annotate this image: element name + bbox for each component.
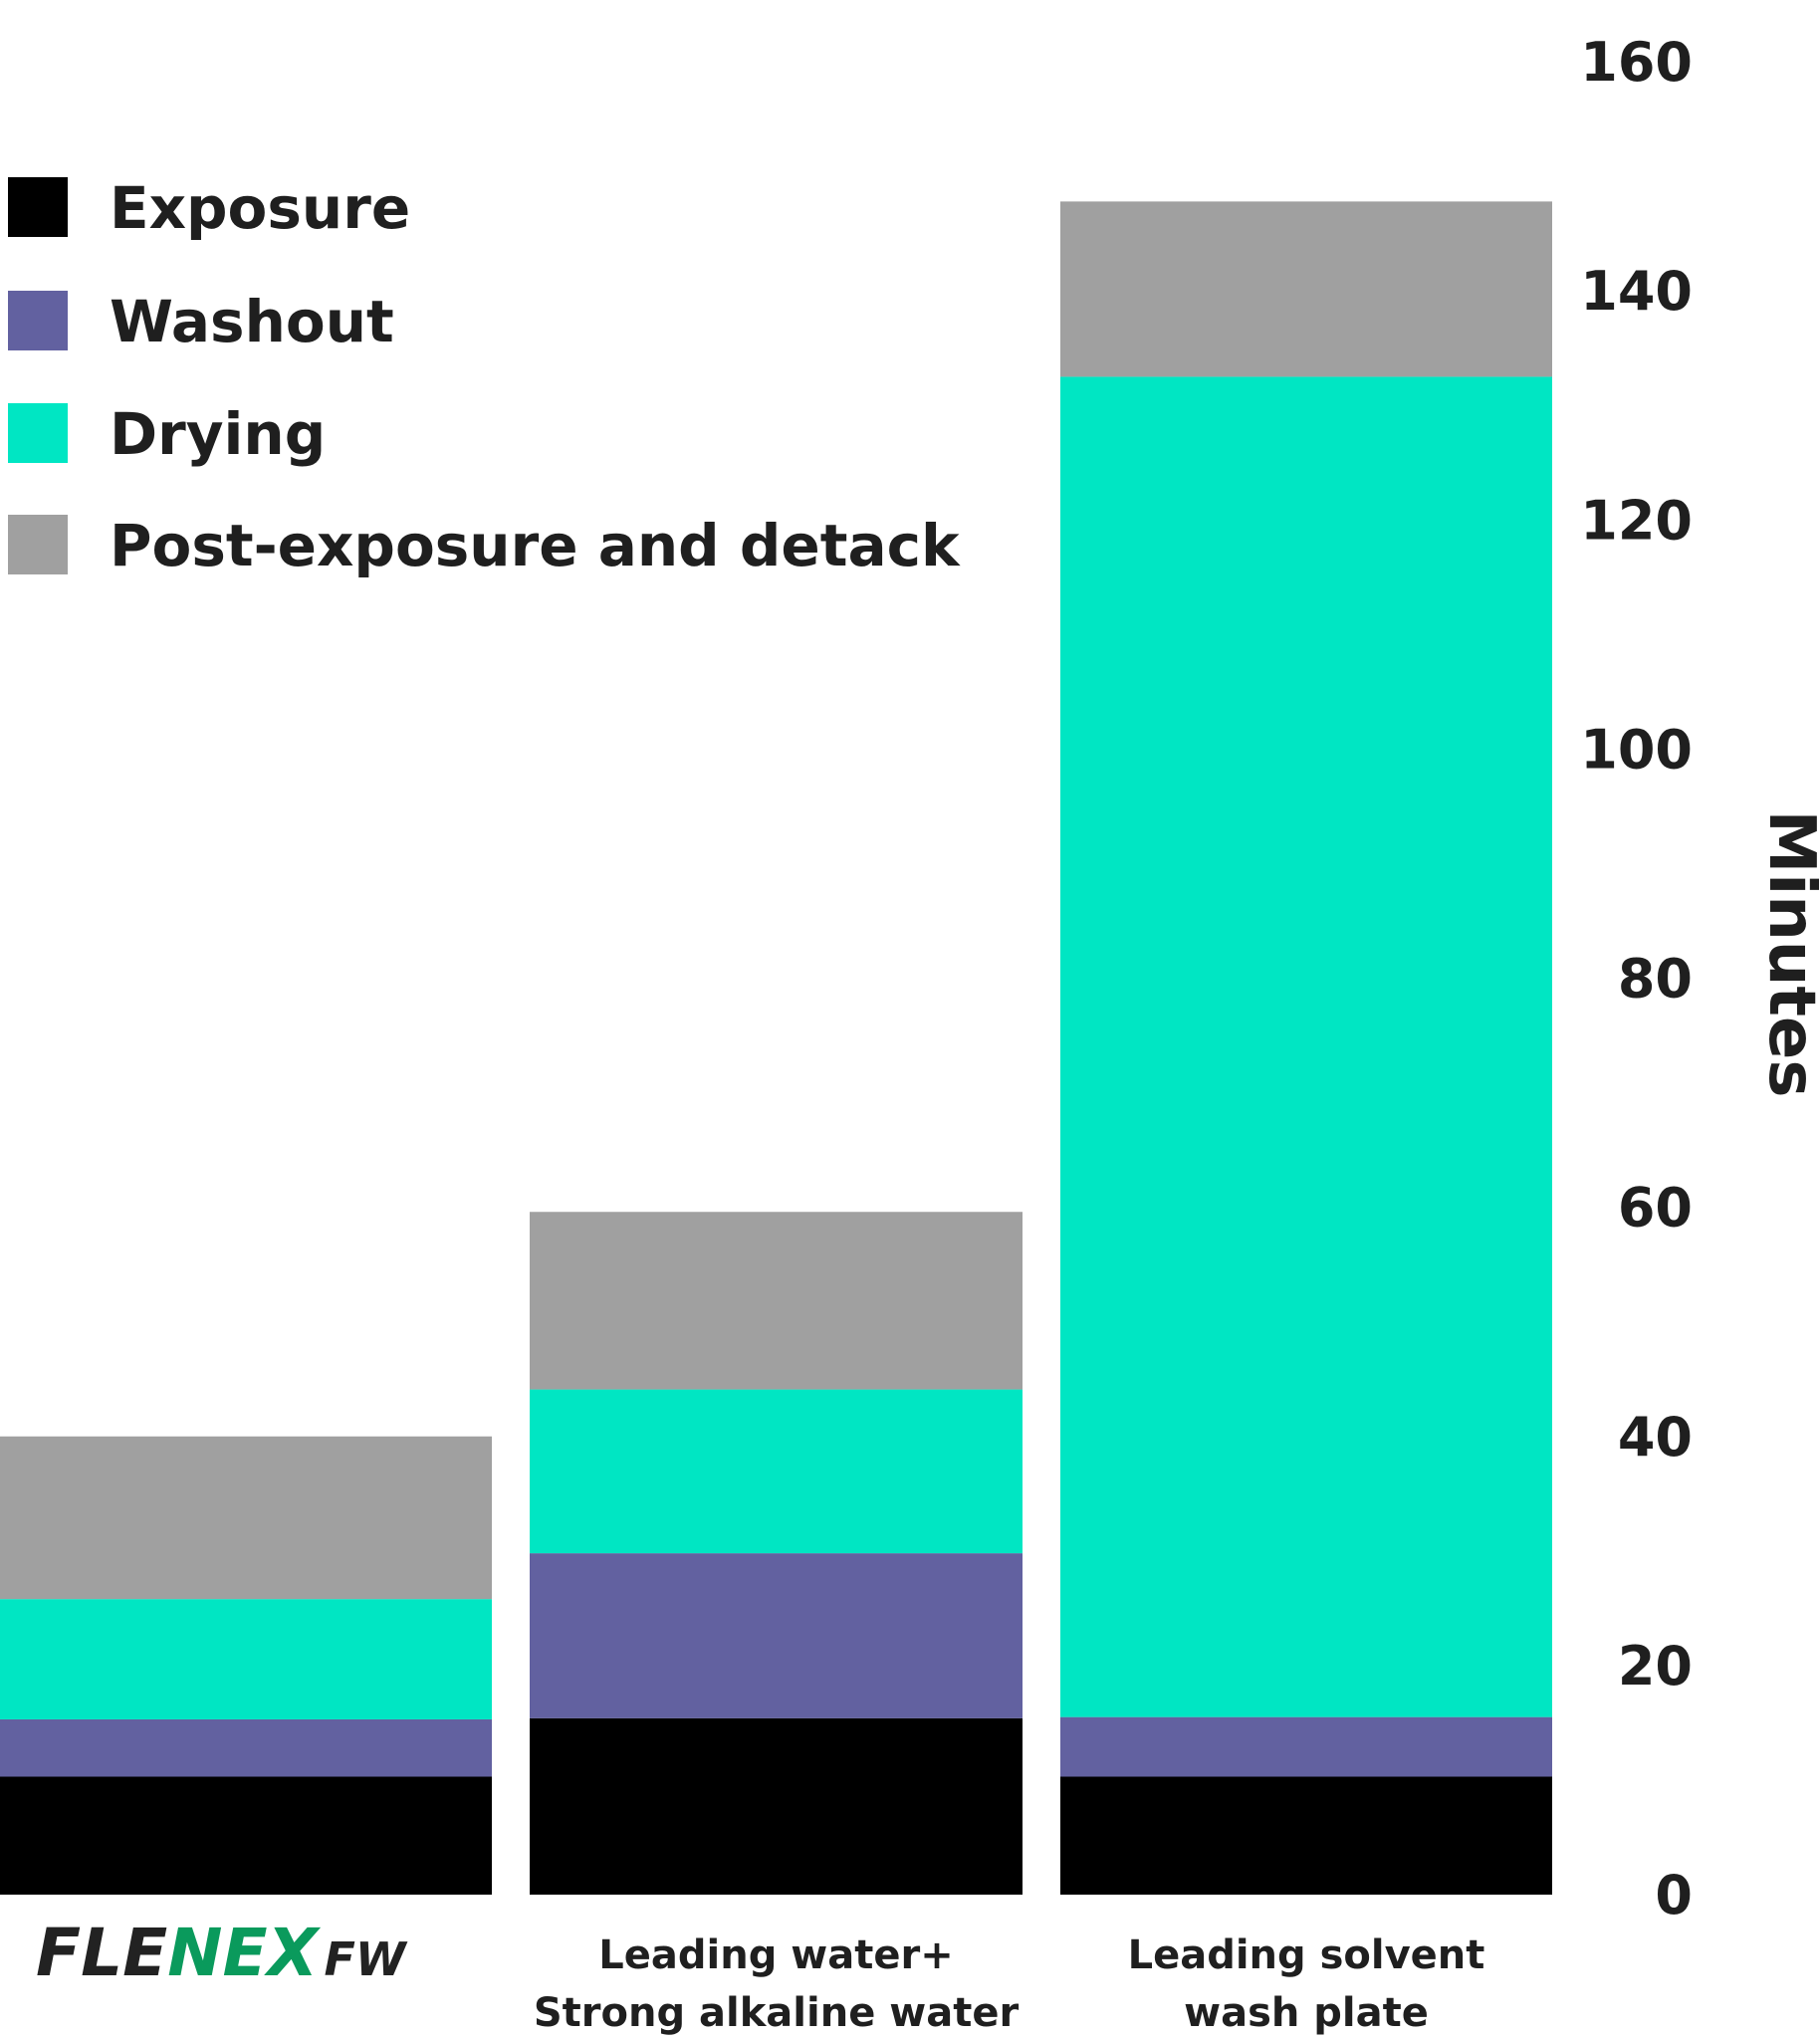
legend-swatch (8, 177, 68, 237)
legend-item: Washout (8, 288, 394, 355)
y-axis-title: Minutes (1754, 810, 1820, 1098)
legend-label: Drying (110, 400, 326, 468)
bar-segment-post-exposure-and-detack-3 (1060, 201, 1552, 377)
legend-label: Washout (110, 288, 394, 355)
y-tick-label: 80 (1618, 948, 1693, 1011)
legend-label: Exposure (110, 174, 410, 242)
bar-segment-washout-3 (1060, 1716, 1552, 1777)
y-tick-label: 40 (1618, 1406, 1693, 1469)
x-category-label: Leading solvent (1128, 1932, 1485, 1978)
bars-group (0, 201, 1552, 1895)
x-category-label: Leading water+ (598, 1932, 953, 1978)
bar-segment-exposure-1 (0, 1776, 492, 1895)
y-tick-label: 0 (1655, 1864, 1693, 1926)
logo-part-nex: NEX (167, 1915, 321, 1991)
bar-segment-post-exposure-and-detack-2 (530, 1212, 1023, 1390)
bar-segment-drying-3 (1060, 376, 1552, 1717)
bar-segment-drying-2 (530, 1389, 1023, 1554)
y-axis: 0 20 40 60 80 100 120 140 160 (1580, 31, 1693, 1926)
legend: Exposure Washout Drying Post-exposure and d… (8, 174, 961, 579)
legend-swatch (8, 515, 68, 574)
bar-segment-washout-1 (0, 1718, 492, 1777)
y-tick-label: 60 (1618, 1177, 1693, 1240)
bar-segment-post-exposure-and-detack-1 (0, 1436, 492, 1600)
legend-swatch (8, 291, 68, 350)
legend-item: Exposure (8, 174, 410, 242)
x-category-label: Strong alkaline water (534, 1990, 1020, 2036)
x-axis-labels: FLENEX FW Leading water+ Strong alkaline wa… (36, 1915, 1484, 2036)
bar-segment-exposure-2 (530, 1717, 1023, 1895)
flenex-fw-logo: FLENEX FW (36, 1915, 408, 1991)
legend-label: Post-exposure and detack (110, 512, 961, 579)
legend-item: Post-exposure and detack (8, 512, 961, 579)
legend-item: Drying (8, 400, 326, 468)
bar-segment-exposure-3 (1060, 1776, 1552, 1895)
logo-part-fw: FW (324, 1932, 407, 1986)
y-tick-label: 100 (1580, 718, 1693, 781)
bar-segment-drying-1 (0, 1599, 492, 1719)
y-tick-label: 20 (1618, 1635, 1693, 1698)
y-tick-label: 140 (1580, 260, 1693, 323)
y-tick-label: 160 (1580, 31, 1693, 94)
y-tick-label: 120 (1580, 489, 1693, 552)
bar-segment-washout-2 (530, 1553, 1023, 1718)
logo-part-fle: FLE (36, 1915, 167, 1991)
x-category-label: wash plate (1184, 1990, 1429, 2036)
legend-swatch (8, 403, 68, 463)
